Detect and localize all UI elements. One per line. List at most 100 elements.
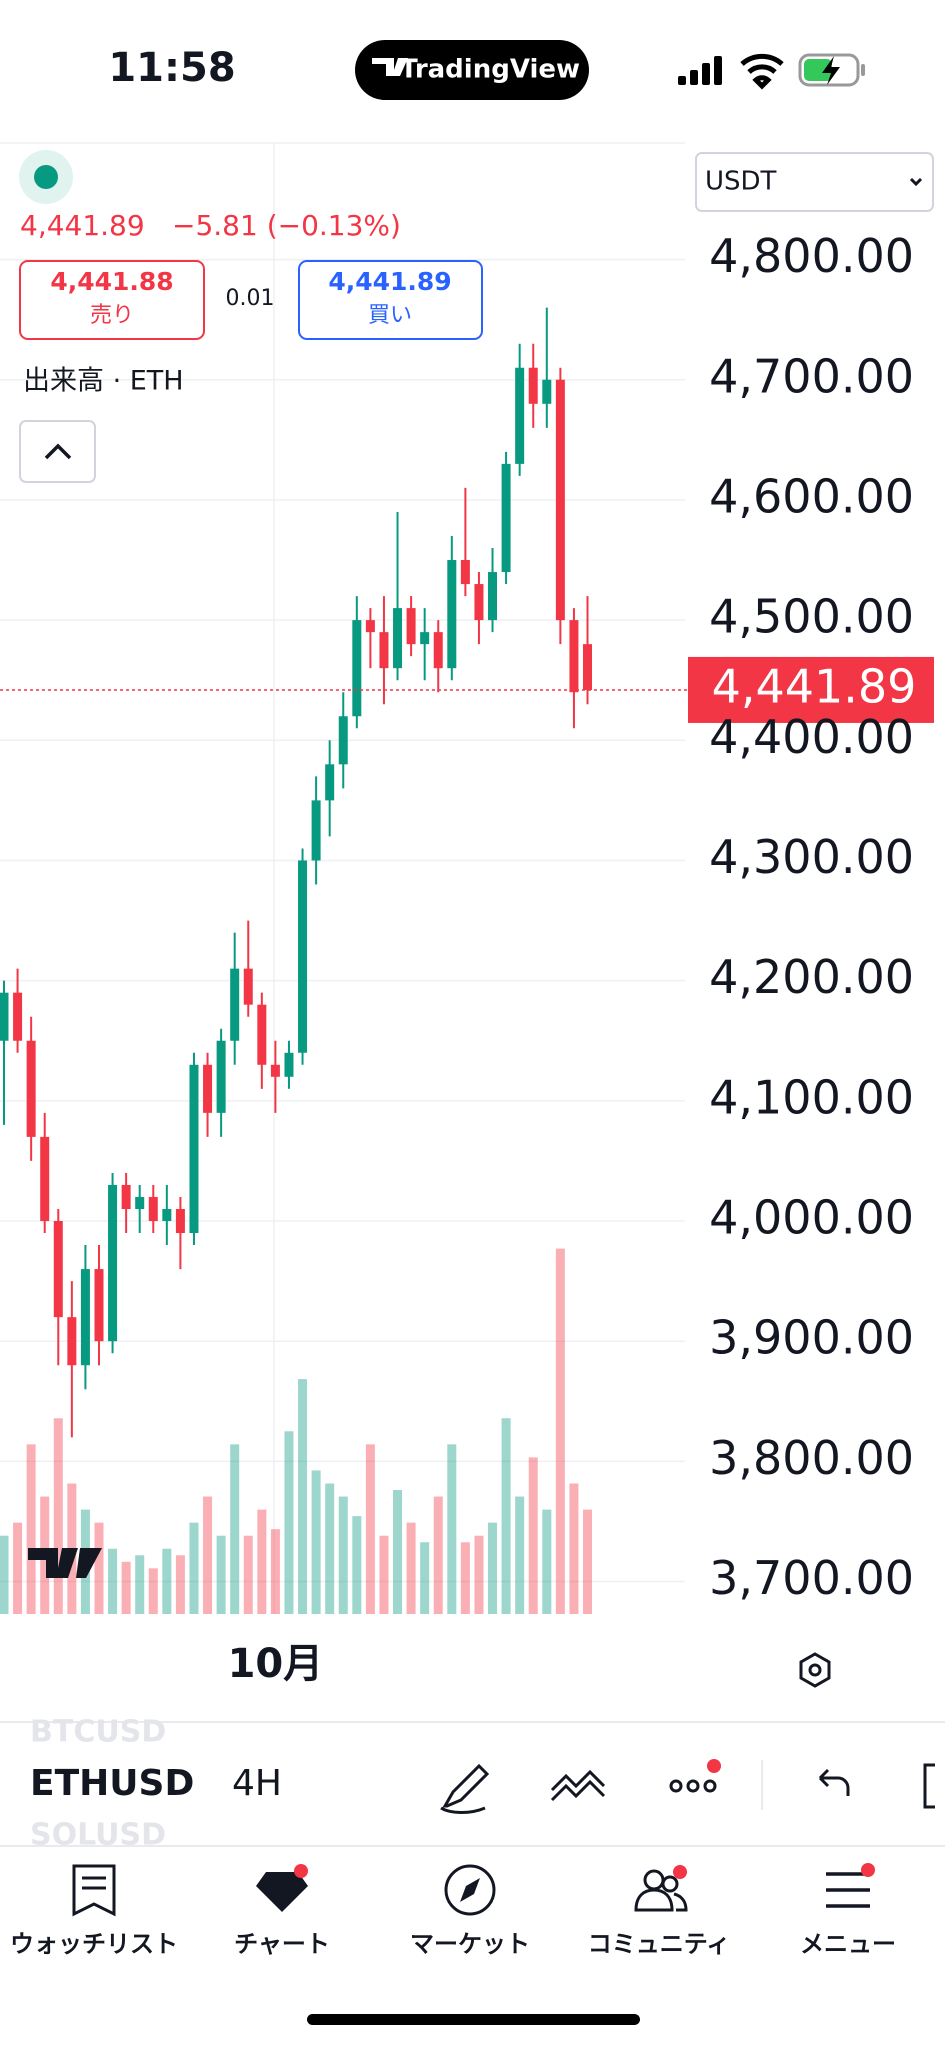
candle-body bbox=[94, 1269, 104, 1342]
candle-body bbox=[26, 1040, 36, 1137]
candle-body bbox=[175, 1208, 185, 1234]
volume-label: 出来高 · ETH bbox=[23, 366, 184, 397]
header-change: −5.81 (−0.13%) bbox=[172, 209, 401, 242]
nav-menu-icon[interactable] bbox=[826, 1872, 870, 1908]
volume-bar bbox=[162, 1548, 172, 1614]
volume-bar bbox=[406, 1522, 416, 1614]
candle-body bbox=[352, 620, 362, 717]
grid bbox=[0, 258, 685, 1583]
volume-bar bbox=[230, 1444, 240, 1614]
collapse-button[interactable] bbox=[19, 420, 96, 483]
volume-bar bbox=[121, 1561, 131, 1614]
buy-price: 4,441.89 bbox=[328, 267, 451, 296]
nav-label[interactable]: コミュニティ bbox=[588, 1930, 731, 1958]
last-price-label: 4,441.89 bbox=[712, 659, 917, 713]
y-tick-label: 4,000.00 bbox=[709, 1191, 914, 1245]
candle-body bbox=[311, 800, 321, 861]
y-tick-label: 3,900.00 bbox=[709, 1311, 914, 1365]
fullscreen-icon[interactable] bbox=[923, 1763, 935, 1809]
candle-body bbox=[542, 379, 552, 404]
volume-bar bbox=[243, 1535, 253, 1614]
status-time: 11:58 bbox=[108, 45, 235, 91]
volume-bar bbox=[542, 1509, 552, 1614]
candle-body bbox=[555, 379, 565, 621]
currency-select[interactable] bbox=[695, 152, 934, 212]
dropdown-arrow bbox=[909, 177, 923, 187]
y-tick-label: 3,800.00 bbox=[709, 1431, 914, 1485]
volume-bar bbox=[433, 1496, 443, 1614]
candle-body bbox=[162, 1208, 172, 1222]
volume-bar bbox=[298, 1379, 308, 1614]
candle-body bbox=[270, 1064, 280, 1077]
trend-tool-icon[interactable] bbox=[550, 1769, 606, 1802]
candle-body bbox=[13, 992, 23, 1041]
interval[interactable]: 4H bbox=[232, 1763, 282, 1804]
volume-bar bbox=[148, 1568, 158, 1614]
spread: 0.01 bbox=[226, 286, 275, 311]
candle-body bbox=[148, 1196, 158, 1222]
candle-body bbox=[474, 584, 484, 621]
candle-body bbox=[189, 1064, 199, 1234]
candle-body bbox=[67, 1317, 77, 1366]
buy-button[interactable] bbox=[298, 260, 483, 340]
undo-icon[interactable] bbox=[818, 1768, 850, 1796]
volume-bar bbox=[270, 1529, 280, 1614]
nav-label[interactable]: メニュー bbox=[800, 1930, 896, 1958]
y-tick-label: 4,500.00 bbox=[709, 590, 914, 644]
candle-body bbox=[298, 860, 308, 1053]
candle-body bbox=[203, 1064, 213, 1113]
battery-icon bbox=[798, 53, 865, 87]
candle-body bbox=[433, 632, 443, 669]
candle-body bbox=[528, 367, 538, 404]
more-icon[interactable] bbox=[669, 1779, 717, 1793]
volume-bar bbox=[189, 1522, 199, 1614]
candle-layer bbox=[0, 307, 593, 1438]
draw-tool-icon[interactable] bbox=[440, 1763, 490, 1814]
volume-bar bbox=[474, 1535, 484, 1614]
candle-body bbox=[0, 992, 9, 1041]
nav-chart-icon[interactable] bbox=[256, 1872, 308, 1912]
volume-bar bbox=[501, 1418, 511, 1614]
volume-bar bbox=[460, 1542, 470, 1614]
volume-bar bbox=[325, 1483, 335, 1614]
candle-body bbox=[460, 560, 470, 585]
volume-bar bbox=[0, 1535, 9, 1614]
notification-dot bbox=[861, 1863, 875, 1877]
candle-body bbox=[393, 608, 403, 669]
notification-dot bbox=[673, 1865, 687, 1879]
settings-center bbox=[808, 1663, 822, 1677]
symbol-current[interactable]: ETHUSD bbox=[30, 1763, 194, 1804]
volume-bar bbox=[311, 1470, 321, 1614]
nav-watchlist-icon[interactable] bbox=[72, 1864, 116, 1917]
volume-bar bbox=[583, 1509, 593, 1614]
candle-body bbox=[406, 608, 416, 645]
nav-community-icon[interactable] bbox=[634, 1869, 688, 1912]
candle-body bbox=[338, 716, 348, 765]
candle-body bbox=[108, 1184, 118, 1342]
volume-bar bbox=[94, 1522, 104, 1614]
symbol-next[interactable]: SOLUSD bbox=[30, 1818, 166, 1853]
candle-body bbox=[583, 644, 593, 690]
sell-button[interactable] bbox=[19, 260, 205, 340]
y-tick-label: 4,800.00 bbox=[709, 229, 914, 283]
nav-label[interactable]: チャート bbox=[234, 1930, 330, 1958]
wifi-icon bbox=[740, 53, 784, 90]
volume-bar bbox=[420, 1542, 430, 1614]
chevron-up bbox=[44, 443, 72, 460]
candle-body bbox=[284, 1052, 294, 1077]
watermark-logo bbox=[28, 1548, 102, 1578]
volume-bar bbox=[175, 1555, 185, 1614]
app-name: TradingView bbox=[400, 55, 580, 85]
candle-body bbox=[243, 968, 253, 1005]
nav-label[interactable]: マーケット bbox=[410, 1930, 530, 1958]
candle-body bbox=[420, 632, 430, 645]
nav-label[interactable]: ウォッチリスト bbox=[10, 1930, 178, 1958]
nav-market-icon[interactable] bbox=[444, 1864, 496, 1916]
y-tick-label: 4,300.00 bbox=[709, 830, 914, 884]
symbol-prev[interactable]: BTCUSD bbox=[30, 1715, 166, 1750]
volume-bar bbox=[488, 1522, 498, 1614]
candle-body bbox=[216, 1040, 226, 1113]
compass-needle bbox=[460, 1878, 480, 1902]
settings-icon[interactable] bbox=[799, 1652, 831, 1688]
